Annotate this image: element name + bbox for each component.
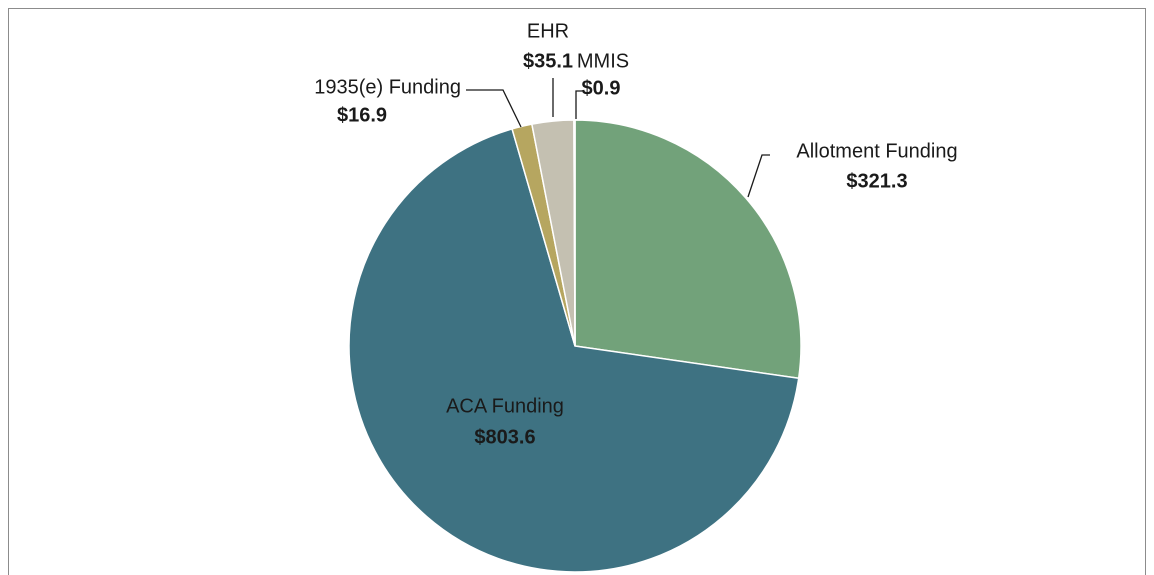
chart-frame <box>8 8 1146 575</box>
value-label: $321.3 <box>846 170 907 192</box>
leader-line <box>575 90 582 119</box>
slice-label: EHR <box>527 20 569 42</box>
value-label: $0.9 <box>582 77 621 99</box>
slice-label: Allotment Funding <box>796 140 957 162</box>
pie-slice <box>573 119 576 347</box>
slice-label: MMIS <box>577 50 629 72</box>
leader-line <box>747 154 770 198</box>
value-label: $16.9 <box>337 104 387 126</box>
value-label: $35.1 <box>523 50 573 72</box>
pie <box>348 119 802 573</box>
leader-line <box>466 89 522 128</box>
value-label: $803.6 <box>474 426 535 448</box>
slice-label: 1935(e) Funding <box>314 76 461 98</box>
pie-slice <box>574 119 802 380</box>
pie-slice <box>348 128 800 573</box>
slice-label: ACA Funding <box>446 395 564 417</box>
